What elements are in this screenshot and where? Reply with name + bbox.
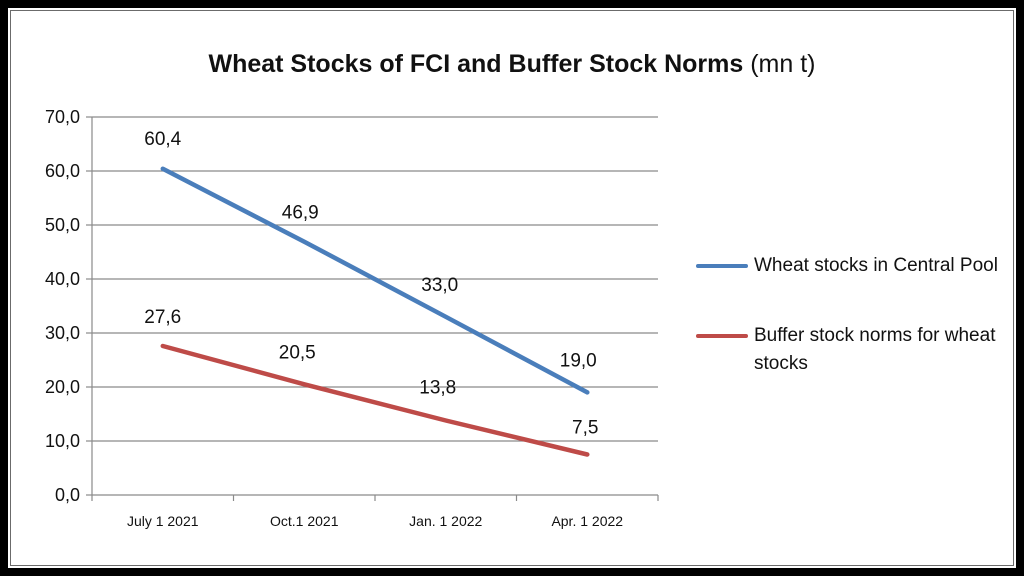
- y-tick-label: 30,0: [45, 323, 80, 343]
- legend-item-buffer-norms: Buffer stock norms for wheat stocks: [694, 322, 1004, 392]
- data-label-buffer-norms: 20,5: [279, 342, 316, 363]
- legend-label-central-pool: Wheat stocks in Central Pool: [754, 255, 998, 276]
- series-line-buffer-norms: [160, 343, 590, 457]
- legend-swatch-buffer-norms: [696, 334, 748, 338]
- y-tick-label: 50,0: [45, 215, 80, 235]
- series-line-central-pool: [160, 166, 590, 395]
- legend-item-central-pool: Wheat stocks in Central Pool: [694, 252, 1004, 322]
- y-tick-label: 60,0: [45, 161, 80, 181]
- chart-title-text: Wheat Stocks of FCI and Buffer Stock Nor…: [208, 50, 744, 78]
- y-tick-label: 0,0: [55, 485, 80, 505]
- x-tick-label: Apr. 1 2022: [551, 513, 623, 529]
- legend-swatch-central-pool: [696, 264, 748, 268]
- gridlines: [92, 116, 658, 442]
- data-label-central-pool: 46,9: [282, 203, 319, 224]
- x-tick-label: Oct.1 2021: [270, 513, 339, 529]
- data-labels: 60,4 46,9 33,0 19,0 27,6 20,5 13,8 7,5: [144, 129, 598, 439]
- y-tick-label: 70,0: [45, 107, 80, 127]
- data-label-buffer-norms: 13,8: [419, 377, 456, 398]
- data-label-buffer-norms: 27,6: [144, 307, 181, 328]
- y-tick-label: 20,0: [45, 377, 80, 397]
- data-label-central-pool: 19,0: [560, 350, 597, 371]
- chart-title: Wheat Stocks of FCI and Buffer Stock Nor…: [0, 50, 1024, 79]
- x-tick-label: Jan. 1 2022: [409, 513, 482, 529]
- data-label-central-pool: 33,0: [421, 275, 458, 296]
- chart-title-unit: (mn t): [750, 50, 816, 78]
- x-tick-label: July 1 2021: [127, 513, 199, 529]
- data-label-buffer-norms: 7,5: [572, 418, 598, 439]
- legend: Wheat stocks in Central Pool Buffer stoc…: [694, 252, 1004, 392]
- data-label-central-pool: 60,4: [144, 129, 181, 150]
- axes: [86, 116, 659, 501]
- y-tick-label: 10,0: [45, 431, 80, 451]
- legend-label-buffer-norms: Buffer stock norms for wheat stocks: [754, 325, 996, 374]
- y-axis-tick-labels: 0,0 10,0 20,0 30,0 40,0 50,0 60,0 70,0: [45, 107, 80, 505]
- y-tick-label: 40,0: [45, 269, 80, 289]
- chart-area-border: [10, 10, 1014, 566]
- series-lines: [160, 166, 590, 457]
- x-axis-tick-labels: July 1 2021 Oct.1 2021 Jan. 1 2022 Apr. 1 2…: [127, 513, 623, 529]
